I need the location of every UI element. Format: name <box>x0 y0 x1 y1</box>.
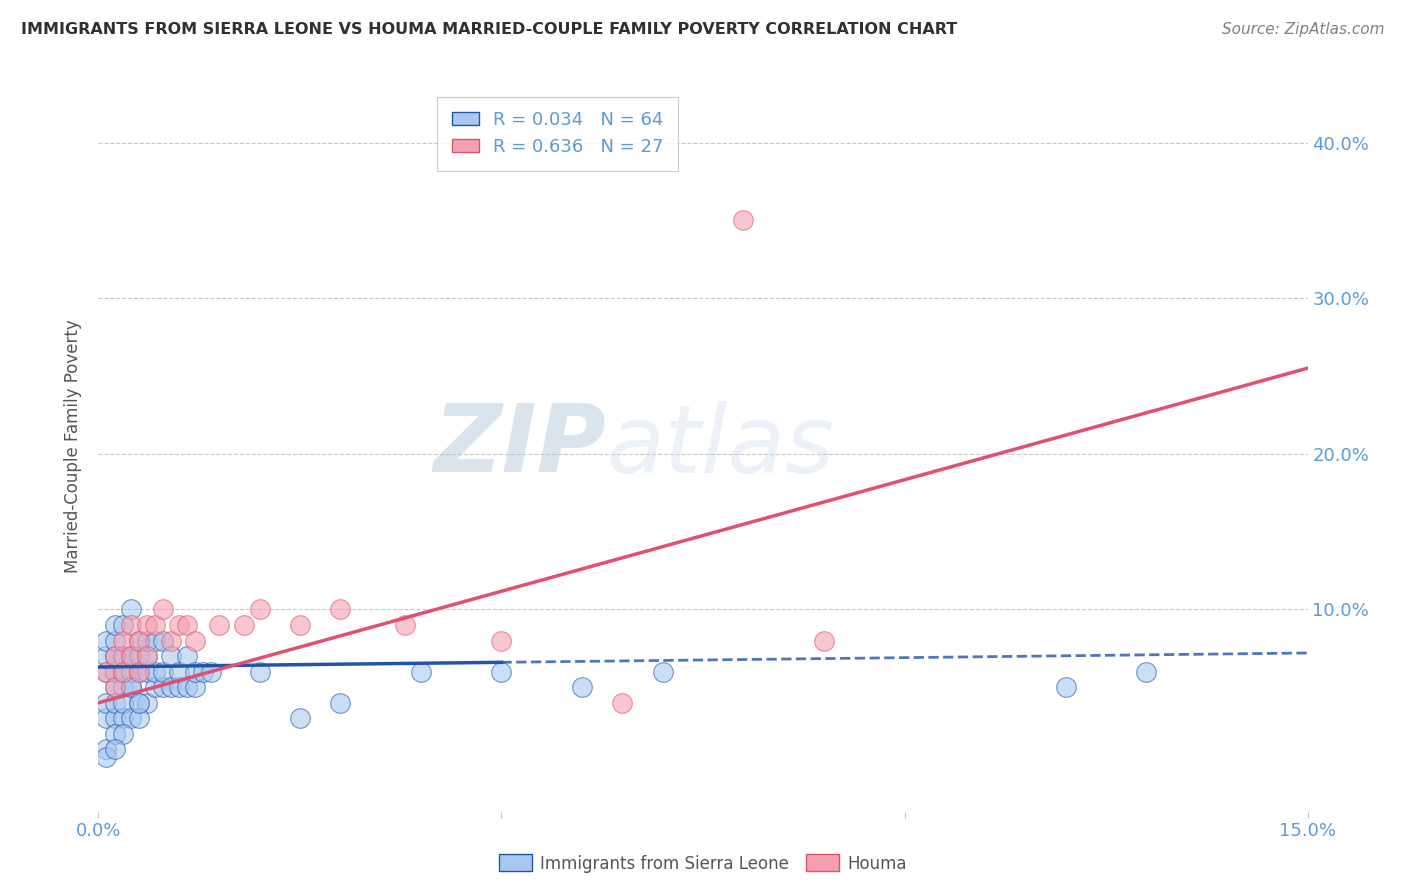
Point <box>128 633 150 648</box>
Point <box>120 665 142 679</box>
Point <box>111 696 134 710</box>
Point <box>409 665 432 679</box>
Point <box>103 680 125 694</box>
Point <box>152 633 174 648</box>
Point <box>128 696 150 710</box>
Point <box>160 649 183 664</box>
Point <box>103 649 125 664</box>
Point <box>103 649 125 664</box>
Point <box>143 680 166 694</box>
Point <box>103 633 125 648</box>
Point <box>143 633 166 648</box>
Point <box>96 742 118 756</box>
Point <box>232 618 254 632</box>
Point <box>135 696 157 710</box>
Point <box>111 649 134 664</box>
Point <box>733 213 755 227</box>
Point <box>176 618 198 632</box>
Point <box>152 680 174 694</box>
Point <box>167 618 190 632</box>
Point <box>160 633 183 648</box>
Point <box>143 618 166 632</box>
Point <box>103 665 125 679</box>
Point <box>120 711 142 725</box>
Point <box>651 665 673 679</box>
Point <box>176 649 198 664</box>
Point <box>96 696 118 710</box>
Point <box>103 711 125 725</box>
Point <box>394 618 416 632</box>
Point <box>249 602 271 616</box>
Point <box>160 680 183 694</box>
Text: atlas: atlas <box>606 401 835 491</box>
Point <box>813 633 835 648</box>
Legend: Immigrants from Sierra Leone, Houma: Immigrants from Sierra Leone, Houma <box>492 847 914 880</box>
Point <box>167 665 190 679</box>
Point <box>111 665 134 679</box>
Point <box>1054 680 1077 694</box>
Point <box>96 665 118 679</box>
Point <box>128 649 150 664</box>
Point <box>120 649 142 664</box>
Point <box>111 665 134 679</box>
Point <box>96 750 118 764</box>
Point <box>111 727 134 741</box>
Text: IMMIGRANTS FROM SIERRA LEONE VS HOUMA MARRIED-COUPLE FAMILY POVERTY CORRELATION : IMMIGRANTS FROM SIERRA LEONE VS HOUMA MA… <box>21 22 957 37</box>
Point <box>612 696 634 710</box>
Point <box>249 665 271 679</box>
Point <box>184 665 207 679</box>
Point <box>167 680 190 694</box>
Point <box>103 680 125 694</box>
Point <box>96 711 118 725</box>
Point <box>103 742 125 756</box>
Point <box>120 618 142 632</box>
Point <box>135 649 157 664</box>
Legend: R = 0.034   N = 64, R = 0.636   N = 27: R = 0.034 N = 64, R = 0.636 N = 27 <box>437 96 678 170</box>
Point <box>120 680 142 694</box>
Text: Source: ZipAtlas.com: Source: ZipAtlas.com <box>1222 22 1385 37</box>
Point <box>143 665 166 679</box>
Point <box>111 711 134 725</box>
Point <box>128 711 150 725</box>
Point <box>96 633 118 648</box>
Point <box>200 665 222 679</box>
Point <box>111 680 134 694</box>
Point <box>288 711 311 725</box>
Point <box>111 618 134 632</box>
Point <box>193 665 215 679</box>
Point <box>329 602 352 616</box>
Point <box>184 633 207 648</box>
Point <box>128 665 150 679</box>
Point <box>135 633 157 648</box>
Point <box>128 633 150 648</box>
Point <box>103 618 125 632</box>
Point <box>208 618 231 632</box>
Point <box>103 727 125 741</box>
Point <box>184 680 207 694</box>
Point <box>176 680 198 694</box>
Point <box>571 680 593 694</box>
Point <box>120 680 142 694</box>
Point <box>128 665 150 679</box>
Point <box>120 602 142 616</box>
Point <box>135 665 157 679</box>
Point <box>491 633 513 648</box>
Point <box>96 649 118 664</box>
Point <box>103 696 125 710</box>
Point <box>152 665 174 679</box>
Text: ZIP: ZIP <box>433 400 606 492</box>
Point <box>135 618 157 632</box>
Point <box>120 649 142 664</box>
Point <box>128 696 150 710</box>
Point <box>152 602 174 616</box>
Point <box>111 633 134 648</box>
Point <box>329 696 352 710</box>
Point <box>96 665 118 679</box>
Y-axis label: Married-Couple Family Poverty: Married-Couple Family Poverty <box>65 319 83 573</box>
Point <box>135 649 157 664</box>
Point <box>288 618 311 632</box>
Point <box>491 665 513 679</box>
Point <box>1135 665 1157 679</box>
